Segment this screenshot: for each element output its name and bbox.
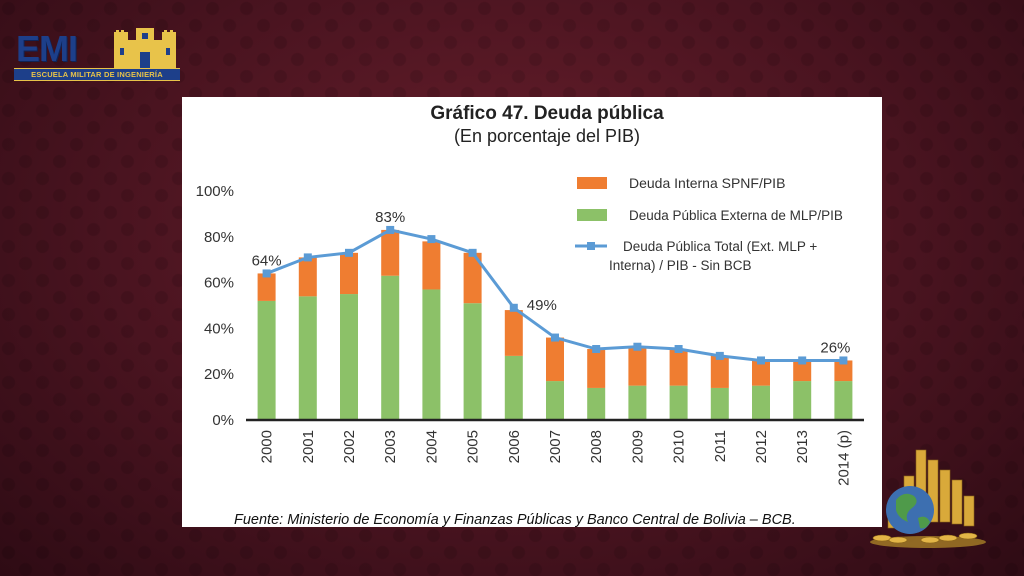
x-tick-label: 2004: [423, 430, 440, 463]
bar-segment: [546, 381, 564, 420]
bar-segment: [463, 303, 482, 420]
bar-segment: [298, 296, 317, 420]
total-debt-point: [798, 356, 807, 365]
chart-panel: Gráfico 47. Deuda pública (En porcentaje…: [182, 97, 882, 528]
data-label: 26%: [820, 339, 850, 356]
bar-segment: [422, 241, 441, 290]
bar-segment: [340, 294, 358, 420]
y-tick-label: 40%: [204, 320, 234, 337]
castle-icon: [114, 28, 176, 68]
chart-title: Gráfico 47. Deuda pública: [430, 103, 664, 124]
total-debt-point: [386, 225, 395, 234]
bar-segment: [257, 273, 276, 301]
total-debt-point: [674, 345, 683, 354]
emi-logo: EMI ESCUELA MILITAR DE INGENIERÍA: [14, 28, 182, 81]
total-debt-point: [757, 356, 765, 365]
data-label: 83%: [375, 209, 405, 226]
total-debt-point: [715, 351, 724, 360]
total-debt-point: [345, 248, 353, 257]
bar-segment: [834, 381, 853, 420]
legend-label-externa: Deuda Pública Externa de MLP/PIB: [629, 208, 843, 223]
bar-segment: [793, 360, 812, 382]
total-debt-point: [427, 235, 436, 244]
bar-segment: [257, 300, 276, 420]
legend-label-total: Deuda Pública Total (Ext. MLP + Interna) …: [609, 239, 817, 273]
debt-chart: Gráfico 47. Deuda pública (En porcentaje…: [196, 103, 864, 528]
y-tick-label: 20%: [204, 366, 234, 383]
data-label: 49%: [527, 297, 557, 314]
bar-segment: [752, 360, 770, 386]
y-tick-label: 60%: [204, 275, 234, 292]
x-tick-label: 2011: [712, 430, 729, 462]
total-debt-point: [551, 333, 559, 342]
legend-label-interna: Deuda Interna SPNF/PIB: [629, 175, 785, 191]
total-debt-point: [468, 248, 477, 257]
chart-source: Fuente: Ministerio de Economía y Finanza…: [234, 512, 796, 527]
y-tick-label: 0%: [212, 412, 234, 429]
total-debt-point: [839, 356, 848, 365]
bar-segment: [298, 257, 317, 297]
x-tick-label: 2014 (p): [835, 430, 852, 486]
legend-marker-total: [587, 242, 595, 250]
chart-subtitle: (En porcentaje del PIB): [454, 126, 640, 146]
bar-segment: [546, 337, 564, 382]
bar-segment: [381, 229, 400, 276]
x-tick-label: 2006: [506, 430, 523, 463]
bar-segment: [340, 252, 358, 295]
legend-swatch-interna: [577, 177, 607, 189]
bar-segment: [752, 385, 770, 420]
total-debt-point: [592, 345, 601, 354]
x-tick-label: 2010: [671, 430, 688, 463]
y-tick-label: 80%: [204, 229, 234, 246]
bar-segment: [834, 360, 853, 382]
logo-text: EMI: [16, 28, 78, 69]
x-tick-label: 2005: [465, 430, 482, 463]
bar-segment: [587, 387, 606, 420]
x-tick-label: 2002: [341, 430, 358, 463]
bar-segment: [587, 349, 606, 388]
bar-segment: [669, 349, 688, 386]
x-tick-label: 2000: [259, 430, 276, 463]
total-debt-point: [262, 269, 271, 278]
bar-segment: [422, 289, 441, 420]
total-debt-point: [303, 253, 312, 262]
bar-segment: [669, 385, 688, 420]
x-tick-label: 2013: [794, 430, 811, 463]
bar-segment: [463, 252, 482, 304]
x-tick-label: 2003: [382, 430, 399, 463]
bar-segment: [381, 275, 400, 420]
y-tick-label: 100%: [196, 183, 234, 200]
x-tick-label: 2009: [629, 430, 646, 463]
x-tick-label: 2012: [753, 430, 770, 463]
x-tick-label: 2007: [547, 430, 564, 463]
x-tick-label: 2008: [588, 430, 605, 463]
total-debt-point: [509, 303, 518, 312]
bar-segment: [628, 385, 647, 420]
bar-segment: [628, 346, 647, 386]
legend-swatch-externa: [577, 209, 607, 221]
logo-band: ESCUELA MILITAR DE INGENIERÍA: [14, 68, 180, 81]
bar-segment: [793, 381, 812, 420]
data-label: 64%: [252, 252, 282, 269]
x-tick-label: 2001: [300, 430, 317, 463]
bar-segment: [504, 355, 523, 420]
bar-segment: [710, 355, 729, 388]
bar-segment: [710, 387, 729, 420]
bar-segment: [504, 310, 523, 356]
coins-globe-icon: [870, 449, 986, 548]
total-debt-point: [633, 342, 642, 351]
